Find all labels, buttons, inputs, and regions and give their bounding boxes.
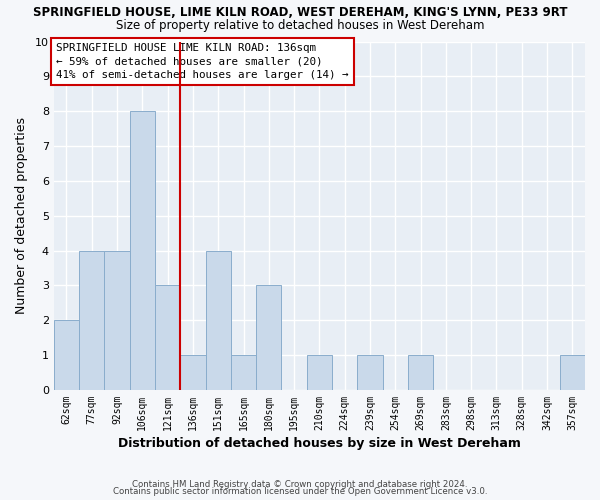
Bar <box>104 250 130 390</box>
Bar <box>256 286 281 390</box>
Bar <box>560 355 585 390</box>
Text: Contains HM Land Registry data © Crown copyright and database right 2024.: Contains HM Land Registry data © Crown c… <box>132 480 468 489</box>
Bar <box>180 355 206 390</box>
X-axis label: Distribution of detached houses by size in West Dereham: Distribution of detached houses by size … <box>118 437 521 450</box>
Bar <box>408 355 433 390</box>
Text: SPRINGFIELD HOUSE LIME KILN ROAD: 136sqm
← 59% of detached houses are smaller (2: SPRINGFIELD HOUSE LIME KILN ROAD: 136sqm… <box>56 43 349 80</box>
Bar <box>130 111 155 390</box>
Bar <box>206 250 231 390</box>
Y-axis label: Number of detached properties: Number of detached properties <box>15 117 28 314</box>
Text: Contains public sector information licensed under the Open Government Licence v3: Contains public sector information licen… <box>113 488 487 496</box>
Bar <box>358 355 383 390</box>
Text: SPRINGFIELD HOUSE, LIME KILN ROAD, WEST DEREHAM, KING'S LYNN, PE33 9RT: SPRINGFIELD HOUSE, LIME KILN ROAD, WEST … <box>33 6 567 20</box>
Bar <box>155 286 180 390</box>
Bar <box>307 355 332 390</box>
Bar <box>54 320 79 390</box>
Bar <box>79 250 104 390</box>
Text: Size of property relative to detached houses in West Dereham: Size of property relative to detached ho… <box>116 18 484 32</box>
Bar <box>231 355 256 390</box>
